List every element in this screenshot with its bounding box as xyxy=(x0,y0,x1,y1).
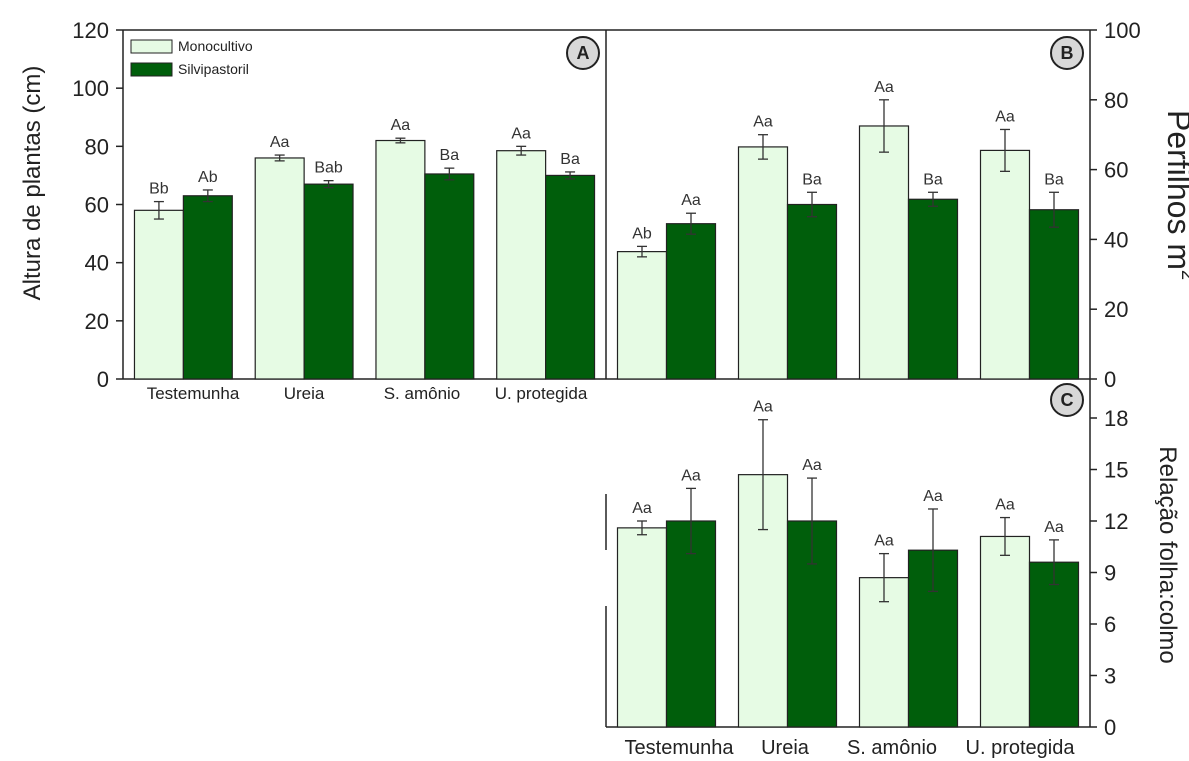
panel-a-badge: A xyxy=(566,36,600,70)
panel-a-bar-silvipastoril-3 xyxy=(545,174,596,380)
panel-c-letter-label-1-3: Aa xyxy=(1044,519,1064,536)
panel-c-category-label-2: S. amônio xyxy=(847,737,937,759)
panel-b-ylabel-text: Perfilhos m xyxy=(1161,110,1189,270)
panel-c-category-label-1: Ureia xyxy=(761,737,810,759)
panel-a-bar-silvipastoril-2 xyxy=(424,173,475,380)
panel-c-ytick-label-0: 0 xyxy=(1104,715,1116,740)
panel-a-bar-monocultivo-2 xyxy=(375,139,426,380)
panel-c-ytick-label-2: 6 xyxy=(1104,612,1116,637)
panel-c-letter-label-0-0: Aa xyxy=(632,500,652,517)
panel-c-category-label-0: Testemunha xyxy=(625,737,735,759)
panel-c-ytick-label-5: 15 xyxy=(1104,458,1128,483)
panel-a-category-label-3: U. protegida xyxy=(495,384,588,403)
panel-b-letter: B xyxy=(1061,43,1074,63)
panel-c-ylabel: Relação folha:colmo xyxy=(1154,446,1181,663)
panel-c-bar-monocultivo-3 xyxy=(979,535,1031,728)
panel-a-ylabel: Altura de plantas (cm) xyxy=(19,66,46,301)
panel-c-bar-silvipastoril-3 xyxy=(1028,561,1080,728)
panel-a-ytick-label-2: 40 xyxy=(85,251,109,276)
panel-a-category-label-2: S. amônio xyxy=(384,384,461,403)
panel-c-letter-label-1-1: Aa xyxy=(802,457,822,474)
panel-b-bar-monocultivo-3 xyxy=(979,149,1031,380)
panel-b-letter-label-1-1: Ba xyxy=(802,171,822,188)
panel-b-ytick-label-5: 100 xyxy=(1104,18,1141,43)
panel-b-bar-silvipastoril-1 xyxy=(786,203,838,380)
panel-c-ytick-label-3: 9 xyxy=(1104,561,1116,586)
panel-b-ytick-label-2: 40 xyxy=(1104,227,1128,252)
panel-b-bar-silvipastoril-0 xyxy=(665,223,717,380)
panel-b-letter-label-1-2: Ba xyxy=(923,171,943,188)
panel-b-letter-label-0-0: Ab xyxy=(632,225,652,242)
panel-a-letter-label-1-3: Ba xyxy=(560,151,580,168)
panel-b-bar-monocultivo-1 xyxy=(737,146,789,380)
panel-a-ytick-label-1: 20 xyxy=(85,309,109,334)
panel-a-ytick-label-4: 80 xyxy=(85,134,109,159)
panel-b-ytick-label-0: 0 xyxy=(1104,367,1116,392)
panel-b-bar-silvipastoril-2 xyxy=(907,198,959,380)
panel-a-letter-label-1-2: Ba xyxy=(440,147,460,164)
panel-b-ytick-label-3: 60 xyxy=(1104,158,1128,183)
panel-c-letter-label-1-2: Aa xyxy=(923,488,943,505)
panel-b-ytick-label-1: 20 xyxy=(1104,297,1128,322)
panel-a-letter-label-0-3: Aa xyxy=(511,125,531,142)
legend-label-monocultivo: Monocultivo xyxy=(178,38,253,54)
panel-a-bar-silvipastoril-0 xyxy=(182,195,233,380)
legend: Monocultivo Silvipastoril xyxy=(130,38,253,77)
panel-b-letter-label-1-0: Aa xyxy=(681,192,701,209)
panel-a-bar-monocultivo-3 xyxy=(496,150,547,380)
panel-b-letter-label-1-3: Ba xyxy=(1044,171,1064,188)
panel-c-badge: C xyxy=(1050,383,1084,417)
panel-a-letter-label-0-0: Bb xyxy=(149,181,169,198)
panel-c-ytick-label-1: 3 xyxy=(1104,664,1116,689)
legend-label-silvipastoril: Silvipastoril xyxy=(178,61,249,77)
panel-a-letter-label-1-0: Ab xyxy=(198,169,218,186)
panel-c-bar-monocultivo-0 xyxy=(616,527,668,728)
panel-b-bar-monocultivo-2 xyxy=(858,125,910,380)
panel-b-badge: B xyxy=(1050,36,1084,70)
panel-c-bar-silvipastoril-0 xyxy=(665,520,717,728)
panel-c-ytick-label-4: 12 xyxy=(1104,509,1128,534)
panel-c-ytick-label-6: 18 xyxy=(1104,406,1128,431)
panel-a-letter: A xyxy=(577,43,590,63)
panel-b-bar-monocultivo-0 xyxy=(616,251,668,380)
panel-a-category-label-1: Ureia xyxy=(284,384,325,403)
panel-a-category-label-0: Testemunha xyxy=(147,384,240,403)
panel-b-letter-label-0-3: Aa xyxy=(995,108,1015,125)
panel-b-ylabel: Perfilhos m2 xyxy=(1161,110,1189,280)
legend-swatch-silvipastoril xyxy=(130,62,173,77)
panel-a-bar-monocultivo-1 xyxy=(254,157,305,380)
panel-b-ytick-label-4: 80 xyxy=(1104,88,1128,113)
panel-c-letter-label-0-1: Aa xyxy=(753,399,773,416)
panel-c-category-label-3: U. protegida xyxy=(966,737,1076,759)
panel-a-letter-label-0-1: Aa xyxy=(270,134,290,151)
panel-c-letter-label-0-2: Aa xyxy=(874,533,894,550)
panel-b-ylabel-sup: 2 xyxy=(1178,270,1189,280)
panel-c-letter-label-0-3: Aa xyxy=(995,497,1015,514)
panel-a-bar-silvipastoril-1 xyxy=(303,183,354,380)
legend-swatch-monocultivo xyxy=(130,39,173,54)
panel-c-letter: C xyxy=(1061,390,1074,410)
panel-a-letter-label-1-1: Bab xyxy=(314,160,343,177)
panel-b-bar-silvipastoril-3 xyxy=(1028,209,1080,380)
panel-a-bar-monocultivo-0 xyxy=(133,209,184,380)
panel-c-letter-label-1-0: Aa xyxy=(681,467,701,484)
panel-a-ytick-label-5: 100 xyxy=(72,76,109,101)
panel-a-ytick-label-6: 120 xyxy=(72,18,109,43)
panel-b-letter-label-0-2: Aa xyxy=(874,79,894,96)
panel-b-letter-label-0-1: Aa xyxy=(753,114,773,131)
panel-a-letter-label-0-2: Aa xyxy=(391,117,411,134)
panel-a-ytick-label-0: 0 xyxy=(97,367,109,392)
panel-a-ytick-label-3: 60 xyxy=(85,193,109,218)
